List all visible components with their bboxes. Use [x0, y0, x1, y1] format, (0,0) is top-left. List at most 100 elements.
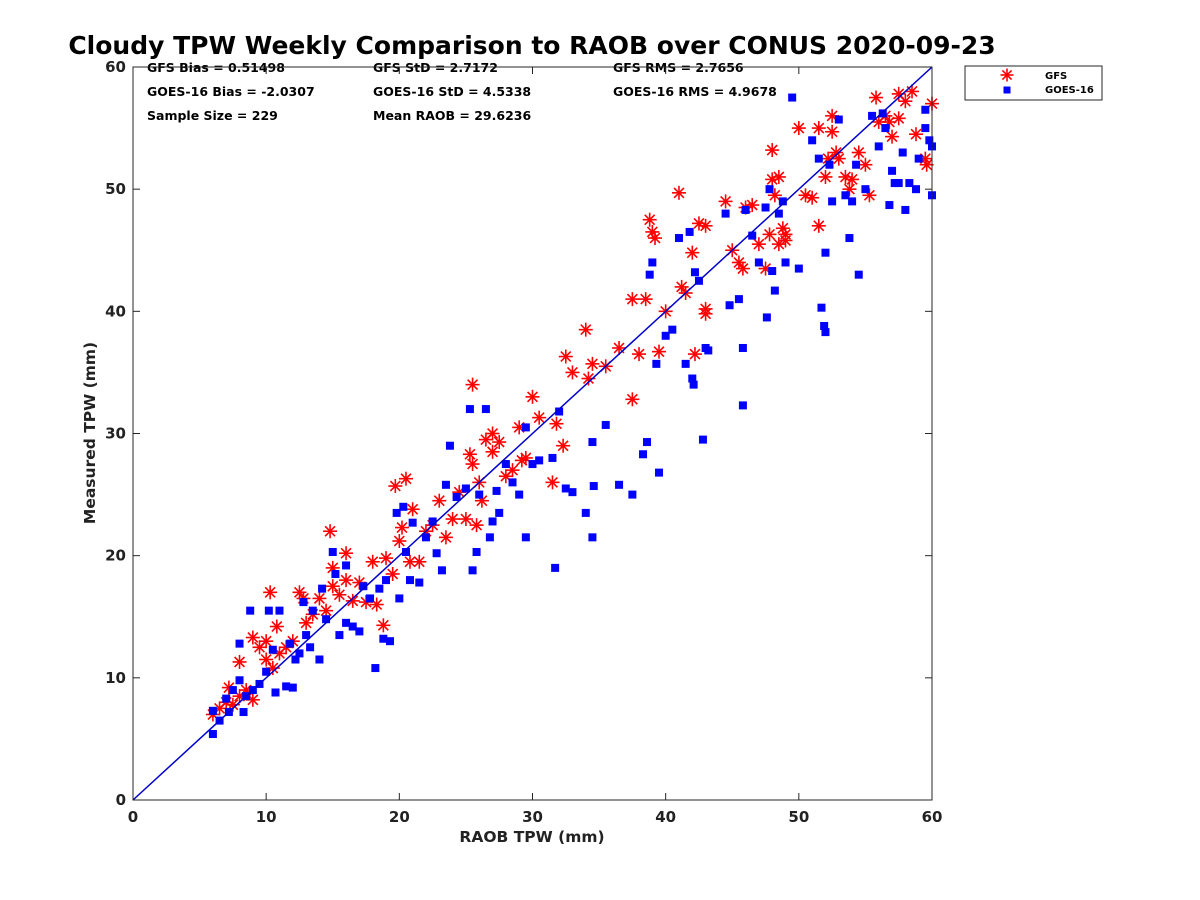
y-tick-label: 50 [105, 180, 126, 198]
goes-16-point [825, 160, 834, 169]
legend-gfs-marker [1000, 68, 1014, 82]
goes-16-point [465, 405, 474, 414]
gfs-point [765, 143, 780, 158]
goes-16-point [375, 584, 384, 593]
y-tick-label: 20 [105, 547, 126, 565]
gfs-point [625, 292, 640, 307]
goes-16-point [925, 136, 934, 145]
goes-16-point [878, 109, 887, 118]
gfs-point [525, 389, 540, 404]
goes-bias-text: GOES-16 Bias = -2.0307 [147, 84, 315, 99]
gfs-point [492, 435, 507, 450]
gfs-point [909, 127, 924, 142]
gfs-point [323, 524, 338, 539]
y-tick-label: 0 [116, 791, 126, 809]
gfs-point [394, 520, 409, 535]
goes-16-point [668, 325, 677, 334]
gfs-point [898, 94, 913, 109]
goes-16-point [437, 566, 446, 575]
gfs-point [905, 84, 920, 99]
gfs-point [405, 502, 420, 517]
x-tick-label: 0 [128, 808, 138, 826]
goes-16-point [508, 478, 517, 487]
goes-16-point [405, 576, 414, 585]
goes-16-point [328, 548, 337, 557]
goes-16-point [268, 645, 277, 654]
goes-16-point [461, 484, 470, 493]
goes-16-point [901, 205, 910, 214]
goes-16-point [905, 179, 914, 188]
goes-16-point [322, 615, 331, 624]
goes-16-point [698, 435, 707, 444]
goes-16-point [770, 286, 779, 295]
gfs-point [638, 292, 653, 307]
gfs-point [885, 129, 900, 144]
goes-16-point [555, 407, 564, 416]
gfs-point [462, 447, 477, 462]
goes-16-point [817, 303, 826, 312]
goes-16-point [399, 502, 408, 511]
goes-16-point [501, 460, 510, 469]
goes-16-point [568, 488, 577, 497]
y-tick-label: 10 [105, 669, 126, 687]
goes-16-point [581, 508, 590, 517]
goes-16-point [761, 203, 770, 212]
gfs-point [365, 554, 380, 569]
reference-line [132, 66, 933, 801]
gfs-point [687, 347, 702, 362]
gfs-point [465, 377, 480, 392]
goes-16-point [914, 154, 923, 163]
gfs-point [245, 630, 260, 645]
x-tick-label: 50 [788, 808, 809, 826]
goes-16-point [628, 490, 637, 499]
goes-16-point [588, 533, 597, 542]
goes-16-point [688, 374, 697, 383]
goes-16-point [841, 191, 850, 200]
goes-16-point [894, 179, 903, 188]
goes-16-point [721, 209, 730, 218]
y-axis-ticks: 0 10 20 30 40 50 60 [105, 58, 932, 809]
goes-16-point [561, 484, 570, 493]
goes-16-point [738, 401, 747, 410]
stats-block: GFS Bias = 0.51498 GFS StD = 2.7172 GFS … [147, 60, 777, 123]
gfs-point [771, 169, 786, 184]
y-tick-label: 30 [105, 425, 126, 443]
goes-16-point [898, 148, 907, 157]
gfs-point [263, 585, 278, 600]
goes-16-point [738, 343, 747, 352]
goes-16-point [392, 508, 401, 517]
gfs-point [325, 579, 340, 594]
goes-16-point [228, 686, 237, 695]
goes-16-point [588, 438, 597, 447]
goes-16-point [690, 268, 699, 277]
goes-16-point [401, 548, 410, 557]
gfs-point [398, 471, 413, 486]
goes-16-point [762, 313, 771, 322]
x-tick-label: 30 [522, 808, 543, 826]
goes-16-point [291, 655, 300, 664]
gfs-point [858, 157, 873, 172]
gfs-point [845, 172, 860, 187]
gfs-point [558, 349, 573, 364]
goes-16-point [685, 227, 694, 236]
legend-box [964, 65, 1103, 101]
goes-16-point [379, 634, 388, 643]
gfs-point [465, 457, 480, 472]
goes-16-point [395, 594, 404, 603]
goes-16-point [639, 450, 648, 459]
gfs-point [825, 124, 840, 139]
x-axis-label: RAOB TPW (mm) [459, 828, 604, 846]
gfs-point [585, 356, 600, 371]
goes-16-point [408, 518, 417, 527]
gfs-point [851, 145, 866, 160]
gfs-point [514, 453, 529, 468]
gfs-point [831, 151, 846, 166]
plot-area [205, 84, 939, 739]
goes-16-point [778, 197, 787, 206]
gfs-point [438, 530, 453, 545]
gfs-point [798, 188, 813, 203]
gfs-point [838, 169, 853, 184]
goes-16-point [661, 331, 670, 340]
goes-16-point [921, 105, 930, 114]
